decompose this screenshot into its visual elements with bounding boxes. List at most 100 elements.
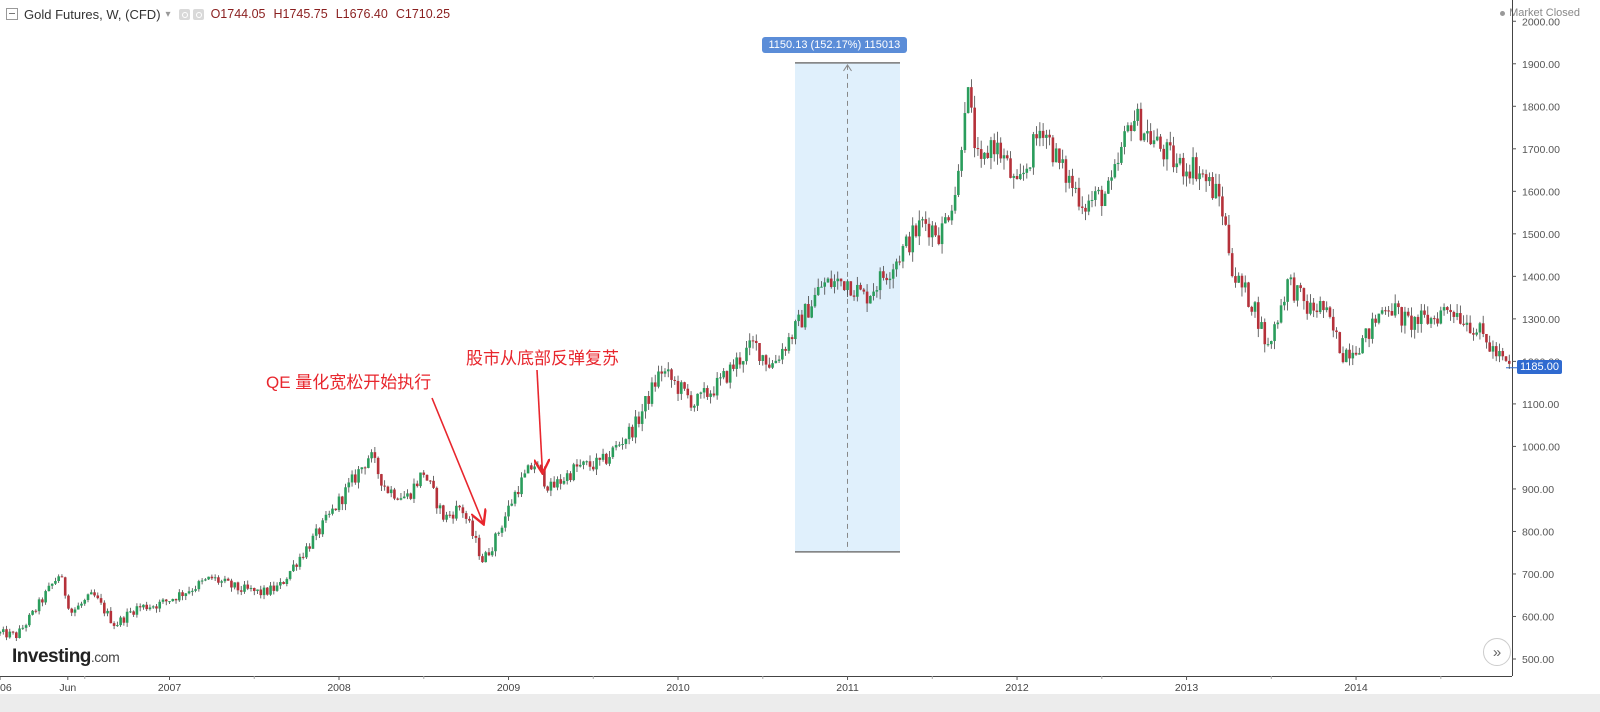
candle-down: [103, 602, 106, 614]
eye-icon[interactable]: [178, 8, 190, 20]
candle-up: [119, 617, 122, 626]
candle-down: [1227, 224, 1231, 254]
candle-down: [174, 599, 178, 601]
candle-down: [1410, 315, 1413, 330]
candle-up: [1175, 163, 1179, 168]
candle-up: [520, 477, 523, 495]
candle-down: [1468, 322, 1472, 334]
candle-up: [1455, 313, 1459, 317]
candle-up: [1208, 177, 1211, 182]
candle-up: [220, 581, 223, 583]
candle-up: [510, 503, 514, 506]
candle-up: [8, 631, 12, 638]
candle-up: [624, 439, 628, 445]
measure-label: 1150.13 (152.17%) 115013: [761, 36, 908, 53]
candle-up: [823, 282, 827, 287]
candle-down: [1322, 301, 1325, 311]
candle-up: [745, 347, 748, 362]
candle-down: [732, 364, 735, 369]
candle-up: [151, 606, 155, 608]
candle-down: [807, 303, 810, 318]
candle-up: [223, 578, 227, 582]
candle-up: [741, 361, 745, 365]
candle-up: [213, 577, 217, 579]
candle-down: [992, 140, 996, 155]
y-tick-label: 1600.00: [1522, 186, 1560, 198]
candle-up: [370, 452, 373, 459]
candle-down: [109, 610, 113, 624]
candle-down: [800, 314, 804, 328]
candle-down: [1211, 177, 1214, 199]
candle-up: [269, 585, 272, 595]
candle-down: [1446, 307, 1449, 310]
candle-up: [1061, 159, 1064, 163]
candle-down: [1384, 310, 1387, 312]
candle-up: [327, 513, 331, 515]
candle-up: [640, 411, 644, 424]
candle-up: [1146, 131, 1149, 134]
candle-up: [895, 261, 898, 270]
candle-up: [728, 364, 732, 383]
candle-down: [468, 518, 471, 521]
candle-down: [1452, 312, 1456, 317]
candle-down: [970, 87, 973, 108]
investing-logo: Investing.com: [12, 646, 120, 667]
candle-up: [1012, 176, 1016, 178]
candle-down: [99, 598, 103, 603]
candle-down: [1462, 323, 1465, 325]
symbol-title[interactable]: Gold Futures, W, (CFD): [24, 6, 161, 22]
candle-up: [389, 489, 393, 494]
candle-up: [171, 599, 175, 602]
scroll-to-latest-button[interactable]: »: [1483, 638, 1511, 666]
annotation-arrow-qe: [431, 397, 483, 523]
candle-up: [507, 505, 510, 517]
candle-up: [1429, 318, 1433, 324]
candle-down: [11, 631, 15, 633]
candle-up: [298, 556, 302, 567]
candle-up: [324, 514, 328, 521]
candle-up: [1113, 164, 1117, 178]
candle-down: [63, 577, 67, 596]
candle-down: [1159, 136, 1162, 149]
candle-up: [869, 295, 872, 304]
candle-up: [116, 625, 119, 627]
candle-up: [500, 527, 504, 533]
candle-up: [1475, 332, 1478, 335]
candle-up: [562, 480, 566, 484]
candle-up: [490, 551, 494, 556]
collapse-legend-icon[interactable]: [6, 8, 18, 20]
candle-up: [419, 472, 422, 487]
candle-up: [1491, 346, 1495, 352]
candle-up: [930, 225, 934, 238]
candle-up: [1465, 322, 1469, 325]
candle-up: [1266, 344, 1270, 346]
candle-up: [833, 281, 836, 287]
candle-down: [246, 584, 250, 589]
candle-up: [1165, 142, 1169, 160]
candle-down: [265, 587, 269, 595]
candle-up: [47, 585, 51, 592]
candle-up: [1097, 189, 1100, 192]
candle-up: [966, 87, 970, 114]
candle-down: [230, 580, 233, 588]
candle-down: [1348, 349, 1351, 359]
candle-up: [614, 445, 618, 448]
settings-icon[interactable]: [192, 8, 204, 20]
candle-down: [1217, 183, 1221, 197]
y-tick-label: 700.00: [1522, 569, 1554, 581]
candle-down: [849, 281, 853, 296]
candle-up: [709, 393, 712, 397]
candle-up: [781, 348, 784, 360]
candle-down: [751, 340, 755, 342]
candle-up: [911, 225, 915, 253]
candle-up: [31, 610, 34, 615]
candle-down: [34, 610, 38, 612]
candle-down: [451, 514, 455, 519]
candle-down: [862, 289, 866, 292]
chevron-down-icon[interactable]: ▾: [165, 8, 171, 20]
candle-down: [295, 564, 298, 567]
candle-down: [1387, 310, 1390, 312]
candle-down: [754, 340, 758, 344]
